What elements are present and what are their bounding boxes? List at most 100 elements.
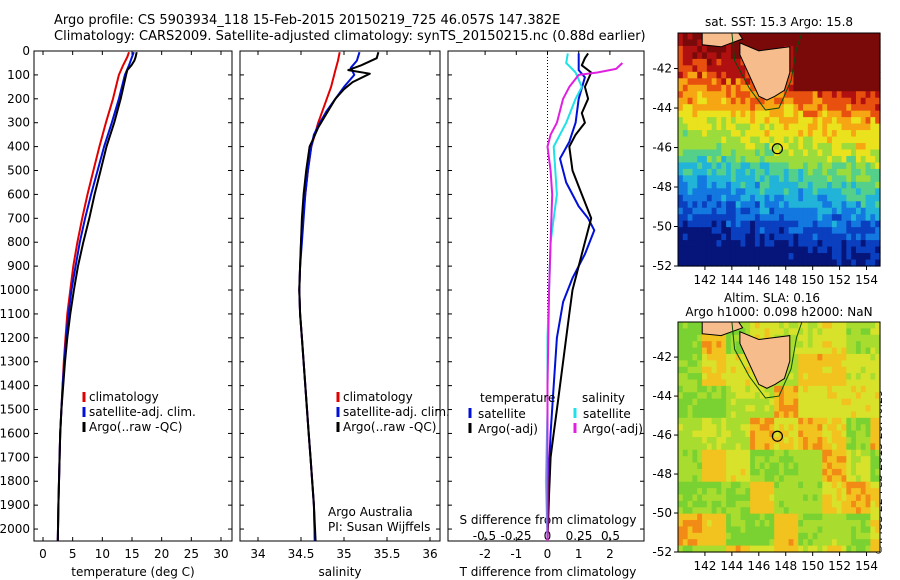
- map-cell: [687, 65, 694, 73]
- map-cell: [836, 214, 843, 222]
- map-cell: [735, 424, 742, 432]
- map-sst-map: [677, 32, 881, 267]
- map-cell: [706, 392, 713, 400]
- map-cell: [706, 481, 713, 489]
- map-cell: [875, 110, 881, 118]
- map-cell: [807, 328, 814, 336]
- map-cell: [735, 475, 742, 483]
- depth-tick-label: 1700: [0, 450, 30, 464]
- map-cell: [750, 253, 756, 261]
- map-cell: [721, 411, 727, 419]
- map-frame: [677, 32, 881, 267]
- map-cell: [836, 201, 843, 209]
- map-cell: [807, 220, 814, 228]
- map-cell: [721, 71, 727, 79]
- map-cell: [687, 259, 694, 267]
- map-cell: [750, 392, 756, 400]
- map-cell: [774, 500, 780, 508]
- map-cell: [687, 526, 694, 534]
- map-cell: [740, 430, 746, 438]
- map-cell: [788, 78, 795, 86]
- map-cell: [836, 233, 843, 241]
- map-cell: [721, 155, 727, 164]
- map-cell: [836, 168, 843, 176]
- map-cell: [721, 532, 727, 540]
- map-cell: [711, 385, 718, 393]
- map-cell: [759, 220, 766, 228]
- map-cell: [793, 130, 799, 138]
- map-cell: [730, 84, 737, 92]
- map-cell: [750, 33, 756, 41]
- map-cell: [687, 39, 694, 47]
- map-cell: [706, 233, 713, 241]
- map-cell: [851, 220, 857, 228]
- map-cell: [730, 259, 737, 267]
- map-cell: [841, 443, 847, 451]
- map-cell: [875, 168, 881, 176]
- map-cell: [730, 246, 737, 254]
- map-cell: [779, 117, 785, 125]
- map-cell: [783, 33, 790, 41]
- map-cell: [793, 462, 799, 470]
- map-cell: [855, 194, 862, 202]
- map-cell: [788, 526, 795, 534]
- map-cell: [764, 149, 770, 157]
- map-cell: [846, 443, 852, 451]
- map-cell: [812, 201, 819, 209]
- map-cell: [793, 353, 799, 361]
- map-cell: [692, 143, 698, 151]
- map-cell: [783, 328, 790, 336]
- map-frame: [677, 321, 881, 553]
- map-cell: [817, 220, 823, 228]
- map-cell: [726, 449, 732, 457]
- map-cell: [750, 475, 756, 483]
- map-cell: [682, 58, 689, 66]
- map-cell: [865, 33, 871, 41]
- map-cell: [769, 405, 775, 413]
- map-cell: [793, 360, 799, 368]
- map-cell: [687, 424, 694, 432]
- map-y-tick-label: -46: [652, 428, 672, 442]
- map-cell: [860, 353, 867, 361]
- map-cell: [783, 149, 790, 157]
- map-cell: [855, 168, 862, 176]
- map-cell: [682, 417, 689, 425]
- map-cell: [836, 494, 843, 502]
- map-cell: [774, 214, 780, 222]
- map-cell: [721, 539, 727, 547]
- map-cell: [865, 233, 871, 241]
- map-cell: [774, 456, 780, 464]
- map-cell: [836, 227, 843, 235]
- map-cell: [726, 214, 732, 222]
- map-cell: [726, 181, 732, 189]
- map-cell: [735, 58, 742, 66]
- map-cell: [865, 188, 871, 196]
- map-cell: [807, 481, 814, 489]
- map-cell: [711, 398, 718, 406]
- map-cell: [846, 58, 852, 66]
- map-cell: [875, 181, 881, 189]
- map-y-tick-label: -44: [652, 101, 672, 115]
- map-cell: [745, 194, 751, 202]
- map-cell: [769, 532, 775, 540]
- map-cell: [716, 259, 722, 267]
- map-cell: [754, 207, 761, 215]
- map-cell: [706, 220, 713, 228]
- map-cell: [730, 475, 737, 483]
- map-cell: [855, 33, 862, 41]
- map-cell: [706, 462, 713, 470]
- map-cell: [793, 71, 799, 79]
- map-cell: [798, 45, 804, 54]
- map-cell: [798, 220, 804, 228]
- map-cell: [769, 188, 775, 196]
- map-cell: [678, 123, 684, 131]
- map-cell: [678, 475, 684, 483]
- map-cell: [745, 168, 751, 176]
- map-cell: [846, 214, 852, 222]
- map-cell: [846, 353, 852, 361]
- map-cell: [860, 246, 867, 254]
- map-cell: [851, 347, 857, 355]
- map-cell: [803, 513, 809, 521]
- map-cell: [841, 181, 847, 189]
- map-cell: [745, 97, 751, 105]
